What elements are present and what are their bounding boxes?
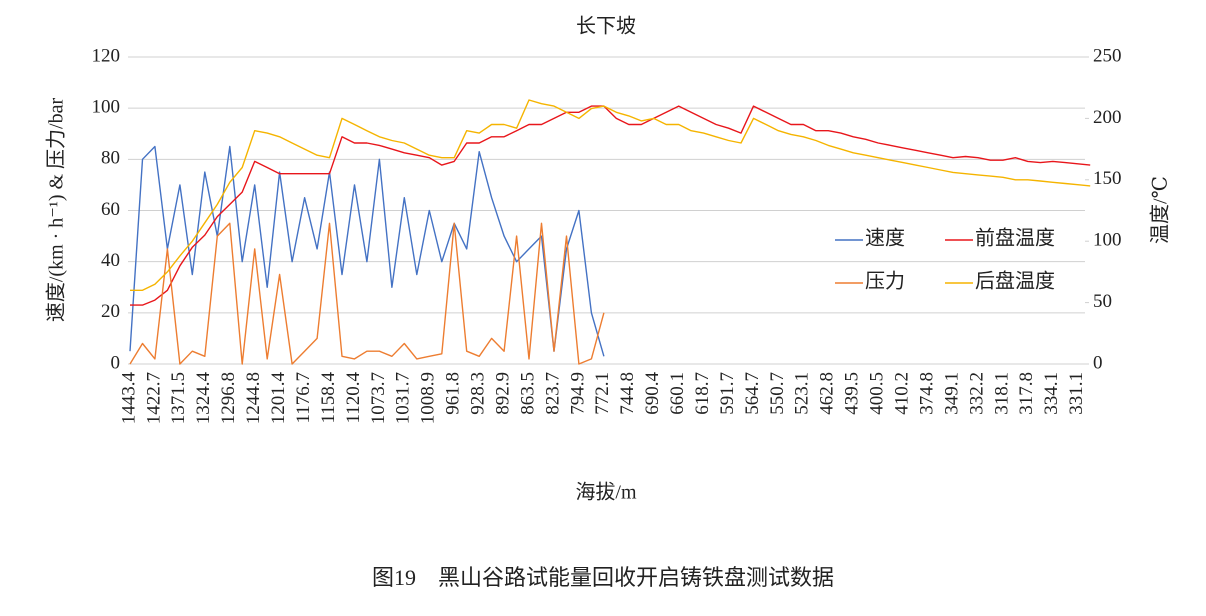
x-tick-label: 1371.5: [168, 372, 189, 424]
x-axis-label: 海拔/m: [575, 481, 637, 504]
y-tick-label: 60: [101, 199, 120, 220]
x-tick-label: 1422.7: [143, 372, 164, 424]
x-tick-label: 892.9: [492, 372, 513, 415]
x-tick-label: 332.2: [966, 372, 987, 415]
legend-label: 速度: [865, 227, 905, 250]
legend-label: 前盘温度: [975, 227, 1055, 250]
x-tick-label: 374.8: [916, 372, 937, 415]
y-axis-label: 速度/(km · h⁻¹) & 压力/bar: [45, 98, 68, 323]
y-tick-label: 20: [101, 301, 120, 322]
x-tick-label: 744.8: [617, 372, 638, 415]
x-tick-label: 410.2: [891, 372, 912, 415]
chart-title: 长下坡: [576, 15, 636, 38]
x-tick-label: 928.3: [468, 372, 489, 415]
x-tick-label: 660.1: [667, 372, 688, 415]
x-tick-label: 318.1: [991, 372, 1012, 415]
y-tick-label: 120: [92, 45, 121, 66]
x-tick-label: 1176.7: [293, 372, 314, 424]
x-tick-label: 1158.4: [318, 372, 339, 424]
y2-tick-label: 200: [1093, 107, 1122, 128]
y-tick-label: 40: [101, 250, 120, 271]
series-line: [129, 145, 605, 357]
x-tick-label: 550.7: [767, 372, 788, 415]
x-tick-label: 334.1: [1041, 372, 1062, 415]
x-tick-label: 1324.4: [193, 372, 214, 425]
x-tick-label: 961.8: [443, 372, 464, 415]
x-tick-label: 317.8: [1016, 372, 1037, 415]
x-tick-label: 1120.4: [343, 372, 364, 424]
x-tick-label: 772.1: [592, 372, 613, 415]
x-tick-label: 1443.4: [118, 372, 139, 425]
y2-tick-label: 0: [1093, 352, 1103, 373]
x-tick-label: 591.7: [717, 372, 738, 415]
caption: 图19 黑山谷路试能量回收开启铸铁盘测试数据: [372, 565, 834, 590]
y2-tick-label: 100: [1093, 230, 1122, 251]
y-tick-label: 0: [111, 352, 121, 373]
x-tick-label: 690.4: [642, 372, 663, 415]
x-tick-label: 1008.9: [418, 372, 439, 424]
y2-axis-label: 温度/℃: [1149, 176, 1172, 244]
x-tick-label: 1031.7: [393, 372, 414, 424]
legend-label: 后盘温度: [975, 270, 1055, 293]
x-tick-label: 1244.8: [243, 372, 264, 424]
x-tick-label: 1073.7: [368, 372, 389, 424]
y-tick-label: 80: [101, 148, 120, 169]
x-tick-label: 823.7: [542, 372, 563, 415]
y-tick-label: 100: [92, 97, 121, 118]
x-tick-label: 1296.8: [218, 372, 239, 424]
y2-tick-label: 50: [1093, 291, 1112, 312]
x-tick-label: 462.8: [817, 372, 838, 415]
x-tick-label: 523.1: [792, 372, 813, 415]
x-tick-label: 439.5: [842, 372, 863, 415]
x-tick-label: 400.5: [867, 372, 888, 415]
series-line: [129, 222, 605, 365]
y2-tick-label: 250: [1093, 45, 1122, 66]
series-line: [130, 99, 1091, 291]
x-tick-label: 618.7: [692, 372, 713, 415]
series-line: [130, 105, 1091, 306]
y2-tick-label: 150: [1093, 168, 1122, 189]
x-tick-label: 331.1: [1066, 372, 1087, 415]
x-tick-label: 564.7: [742, 372, 763, 415]
x-tick-label: 863.5: [517, 372, 538, 415]
x-tick-label: 794.9: [567, 372, 588, 415]
legend-label: 压力: [865, 270, 905, 293]
x-tick-label: 1201.4: [268, 372, 289, 425]
x-tick-label: 349.1: [941, 372, 962, 415]
